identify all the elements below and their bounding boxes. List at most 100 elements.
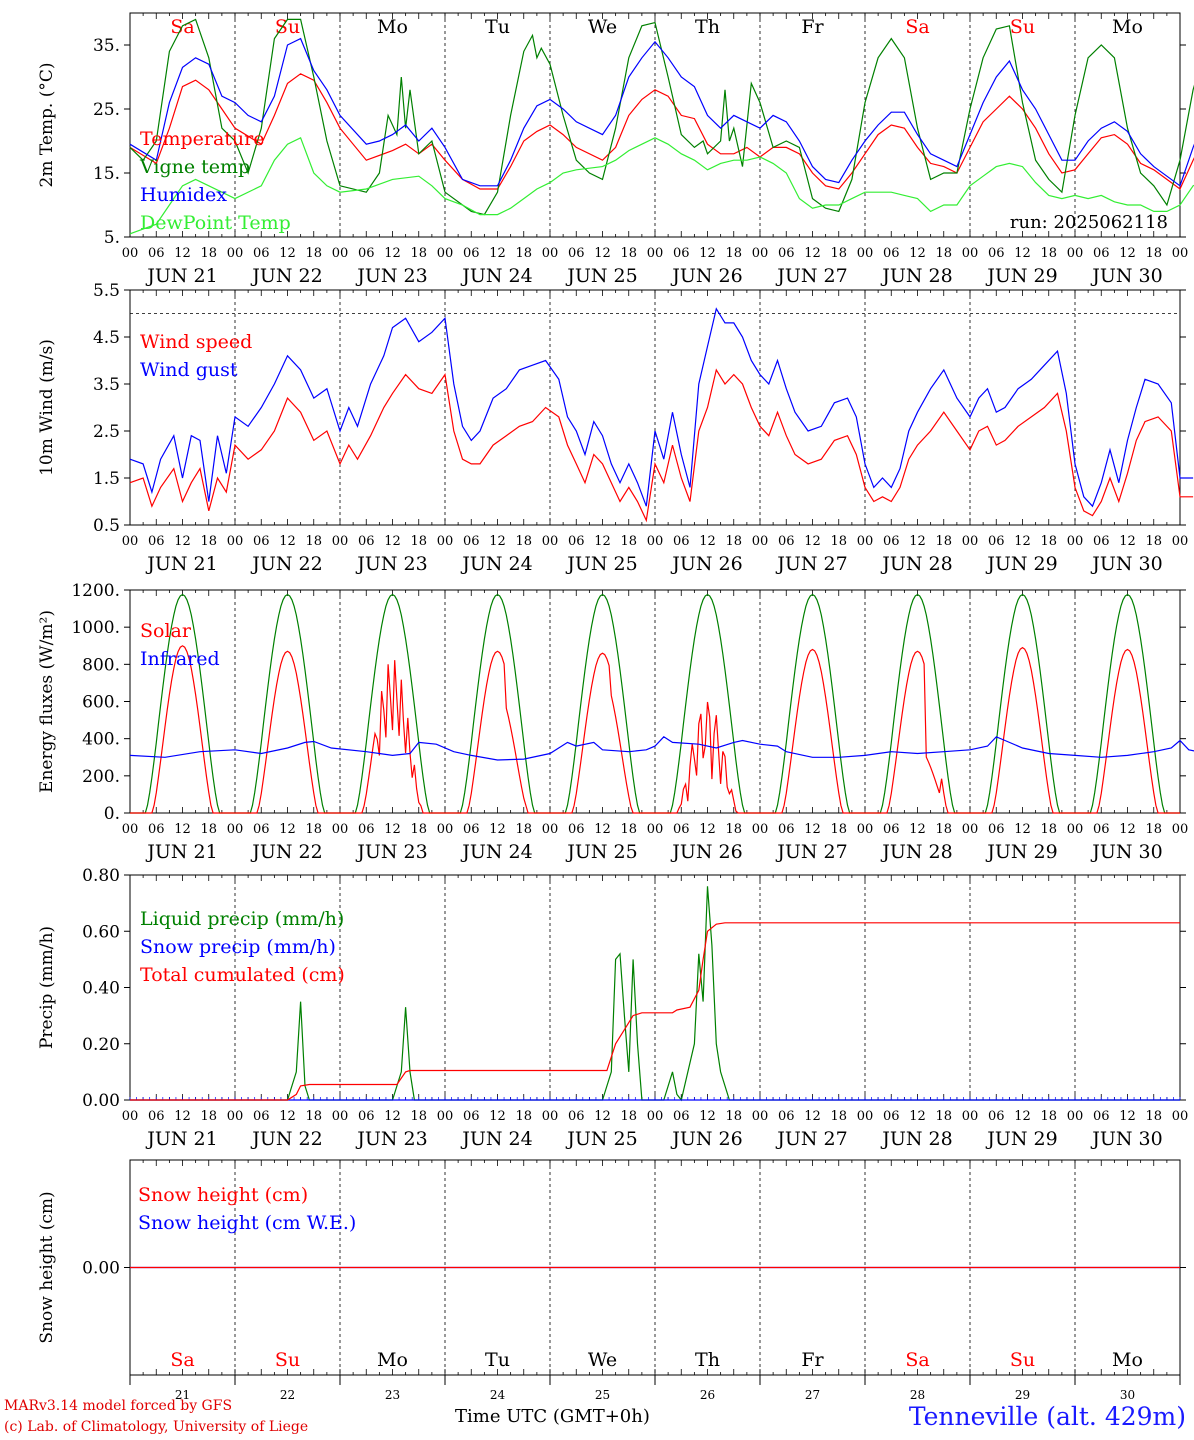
station-label: Tenneville (alt. 429m) — [908, 1402, 1186, 1431]
day-date-label: JUN 30 — [1090, 265, 1162, 287]
hour-tick-label: 06 — [673, 1109, 690, 1124]
hour-tick-label: 06 — [253, 822, 270, 837]
hour-tick-label: 18 — [830, 822, 847, 837]
hour-tick-label: 00 — [1172, 1109, 1189, 1124]
weekday-label: Mo — [1112, 1349, 1143, 1371]
hour-tick-label: 12 — [909, 534, 926, 549]
bottom-day-label: 21 — [175, 1388, 190, 1402]
day-date-label: JUN 30 — [1090, 841, 1162, 863]
hour-tick-label: 12 — [174, 534, 191, 549]
day-date-label: JUN 26 — [670, 1128, 742, 1150]
series-line — [129, 307, 1194, 508]
lab-credit: (c) Lab. of Climatology, University of L… — [4, 1419, 309, 1435]
hour-tick-label: 12 — [279, 1109, 296, 1124]
hour-tick-label: 00 — [1067, 534, 1084, 549]
hour-tick-label: 18 — [515, 822, 532, 837]
hour-tick-label: 12 — [384, 1109, 401, 1124]
hour-tick-label: 18 — [935, 1109, 952, 1124]
weekday-label: Su — [275, 16, 300, 38]
hour-tick-label: 18 — [1040, 1109, 1057, 1124]
hour-tick-label: 00 — [227, 246, 244, 261]
hour-tick-label: 18 — [515, 1109, 532, 1124]
day-date-label: JUN 23 — [355, 1128, 427, 1150]
hour-tick-label: 18 — [620, 1109, 637, 1124]
hour-tick-label: 00 — [542, 246, 559, 261]
day-date-label: JUN 23 — [355, 265, 427, 287]
model-credit: MARv3.14 model forced by GFS — [4, 1398, 233, 1414]
hour-tick-label: 00 — [332, 1109, 349, 1124]
weekday-label: Sa — [170, 1349, 194, 1371]
day-date-label: JUN 22 — [250, 553, 322, 575]
weekday-label: Fr — [801, 1349, 824, 1371]
hour-tick-label: 06 — [883, 1109, 900, 1124]
y-tick-label: 5.5 — [93, 281, 120, 301]
hour-tick-label: 00 — [542, 822, 559, 837]
weekday-label: Th — [695, 16, 720, 38]
hour-tick-label: 18 — [305, 534, 322, 549]
x-axis-title: Time UTC (GMT+0h) — [455, 1406, 650, 1427]
hour-tick-label: 06 — [358, 822, 375, 837]
y-axis-label: Snow height (cm) — [37, 1191, 57, 1343]
hour-tick-label: 06 — [253, 246, 270, 261]
hour-tick-label: 00 — [437, 1109, 454, 1124]
hour-tick-label: 00 — [122, 1109, 139, 1124]
y-tick-label: 2.5 — [93, 422, 120, 442]
hour-tick-label: 00 — [647, 822, 664, 837]
hour-tick-label: 00 — [962, 246, 979, 261]
hour-tick-label: 06 — [883, 246, 900, 261]
hour-tick-label: 06 — [988, 1109, 1005, 1124]
legend-entry: Snow height (cm W.E.) — [138, 1212, 356, 1234]
hour-tick-label: 12 — [174, 822, 191, 837]
hour-tick-label: 06 — [358, 1109, 375, 1124]
hour-tick-label: 18 — [830, 246, 847, 261]
hour-tick-label: 18 — [410, 534, 427, 549]
hour-tick-label: 12 — [804, 1109, 821, 1124]
hour-tick-label: 12 — [594, 822, 611, 837]
y-tick-label: 35. — [93, 36, 120, 56]
hour-tick-label: 18 — [1145, 246, 1162, 261]
hour-tick-label: 12 — [804, 822, 821, 837]
y-tick-label: 0.5 — [93, 516, 120, 536]
hour-tick-label: 00 — [122, 534, 139, 549]
weekday-label: Su — [275, 1349, 300, 1371]
day-date-label: JUN 29 — [985, 1128, 1057, 1150]
weekday-label: Mo — [377, 1349, 408, 1371]
hour-tick-label: 18 — [725, 246, 742, 261]
y-axis-label: Precip (mm/h) — [37, 926, 57, 1049]
hour-tick-label: 00 — [1172, 246, 1189, 261]
hour-tick-label: 18 — [935, 534, 952, 549]
series-line — [129, 368, 1194, 523]
hour-tick-label: 12 — [804, 246, 821, 261]
weekday-label: Sa — [905, 16, 929, 38]
hour-tick-label: 18 — [935, 822, 952, 837]
day-date-label: JUN 28 — [880, 841, 952, 863]
hour-tick-label: 06 — [778, 1109, 795, 1124]
weekday-label: Tu — [485, 16, 510, 38]
hour-tick-label: 06 — [883, 534, 900, 549]
hour-tick-label: 12 — [1014, 1109, 1031, 1124]
series-line — [129, 73, 1194, 190]
hour-tick-label: 06 — [568, 534, 585, 549]
hour-tick-label: 18 — [305, 822, 322, 837]
legend-entry: Humidex — [140, 184, 227, 206]
day-date-label: JUN 29 — [985, 553, 1057, 575]
hour-tick-label: 00 — [437, 246, 454, 261]
hour-tick-label: 12 — [1119, 246, 1136, 261]
hour-tick-label: 00 — [1172, 822, 1189, 837]
day-date-label: JUN 24 — [460, 265, 532, 287]
hour-tick-label: 06 — [1093, 822, 1110, 837]
hour-tick-label: 18 — [515, 246, 532, 261]
hour-tick-label: 00 — [332, 246, 349, 261]
hour-tick-label: 06 — [1093, 1109, 1110, 1124]
hour-tick-label: 00 — [542, 1109, 559, 1124]
weekday-label: Mo — [377, 16, 408, 38]
bottom-day-label: 26 — [700, 1388, 715, 1402]
y-tick-label: 1000. — [71, 618, 120, 638]
hour-tick-label: 06 — [673, 246, 690, 261]
panel-frame-3 — [129, 589, 1181, 814]
hour-tick-label: 06 — [988, 246, 1005, 261]
hour-tick-label: 12 — [909, 246, 926, 261]
hour-tick-label: 00 — [752, 1109, 769, 1124]
bottom-day-label: 27 — [805, 1388, 820, 1402]
